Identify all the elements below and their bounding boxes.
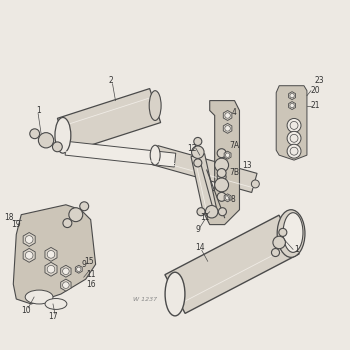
Circle shape (191, 146, 204, 159)
Polygon shape (224, 194, 231, 202)
Text: 23: 23 (314, 76, 324, 85)
Polygon shape (223, 111, 232, 120)
Polygon shape (23, 248, 35, 262)
Polygon shape (289, 102, 295, 110)
Text: 10: 10 (21, 306, 31, 315)
Polygon shape (276, 86, 307, 160)
Polygon shape (165, 215, 299, 313)
Text: 13: 13 (243, 161, 252, 170)
Circle shape (225, 153, 230, 158)
Circle shape (80, 202, 89, 211)
Circle shape (218, 208, 226, 216)
Polygon shape (223, 124, 232, 133)
Circle shape (287, 144, 301, 158)
Ellipse shape (150, 145, 160, 165)
Circle shape (47, 251, 55, 258)
Circle shape (251, 180, 259, 188)
Polygon shape (61, 265, 71, 277)
Circle shape (225, 126, 230, 131)
Text: 11: 11 (200, 213, 210, 222)
Polygon shape (65, 141, 176, 167)
Circle shape (273, 236, 285, 249)
Ellipse shape (55, 118, 71, 153)
Circle shape (217, 149, 226, 158)
Circle shape (77, 267, 81, 272)
Circle shape (194, 138, 202, 146)
Polygon shape (61, 279, 71, 291)
Text: 19: 19 (12, 220, 21, 229)
Circle shape (30, 129, 40, 139)
Circle shape (290, 103, 294, 108)
Circle shape (287, 131, 301, 145)
Circle shape (38, 133, 54, 148)
Text: 1: 1 (295, 245, 299, 254)
Ellipse shape (45, 299, 67, 309)
Circle shape (63, 219, 72, 228)
Polygon shape (205, 100, 239, 225)
Text: W 1237: W 1237 (133, 296, 157, 301)
Circle shape (205, 205, 218, 218)
Text: 7B: 7B (230, 168, 239, 176)
Text: 17: 17 (48, 312, 58, 321)
Text: 14: 14 (195, 243, 205, 252)
Text: 18: 18 (5, 213, 14, 222)
Text: 7A: 7A (230, 141, 240, 150)
Text: 1: 1 (36, 106, 41, 115)
Polygon shape (13, 205, 96, 304)
Circle shape (25, 236, 33, 243)
Circle shape (225, 196, 230, 200)
Polygon shape (45, 247, 57, 261)
Circle shape (290, 134, 298, 142)
Ellipse shape (149, 91, 161, 120)
Circle shape (287, 118, 301, 132)
Polygon shape (289, 92, 295, 100)
Polygon shape (191, 154, 217, 211)
Circle shape (197, 208, 205, 216)
Polygon shape (75, 265, 82, 273)
Text: 21: 21 (310, 101, 320, 110)
Text: 8: 8 (230, 195, 235, 204)
Circle shape (225, 113, 230, 118)
Ellipse shape (25, 290, 53, 304)
Polygon shape (153, 146, 257, 192)
Circle shape (272, 248, 280, 257)
Circle shape (63, 282, 69, 288)
Polygon shape (45, 262, 57, 276)
Circle shape (52, 142, 62, 152)
Circle shape (215, 158, 229, 172)
Circle shape (215, 178, 229, 192)
Polygon shape (224, 151, 231, 159)
Text: 2: 2 (108, 76, 113, 85)
Text: 11: 11 (86, 270, 96, 279)
Polygon shape (57, 89, 161, 152)
Text: 9: 9 (81, 260, 86, 269)
Text: 9: 9 (195, 225, 200, 234)
Circle shape (279, 228, 287, 236)
Polygon shape (23, 232, 35, 246)
Text: 4: 4 (232, 108, 237, 117)
Circle shape (69, 208, 83, 222)
Circle shape (217, 193, 226, 201)
Ellipse shape (283, 213, 303, 252)
Circle shape (63, 268, 69, 274)
Circle shape (290, 147, 298, 155)
Text: 15: 15 (84, 257, 93, 266)
Text: 20: 20 (310, 86, 320, 95)
Circle shape (25, 252, 33, 259)
Ellipse shape (277, 210, 305, 257)
Ellipse shape (165, 272, 185, 316)
Circle shape (217, 173, 226, 181)
Circle shape (217, 169, 226, 177)
Circle shape (194, 159, 202, 167)
Circle shape (47, 265, 55, 273)
Text: 16: 16 (86, 280, 96, 289)
Circle shape (290, 121, 298, 130)
Text: 12: 12 (187, 144, 197, 153)
Circle shape (290, 93, 294, 98)
